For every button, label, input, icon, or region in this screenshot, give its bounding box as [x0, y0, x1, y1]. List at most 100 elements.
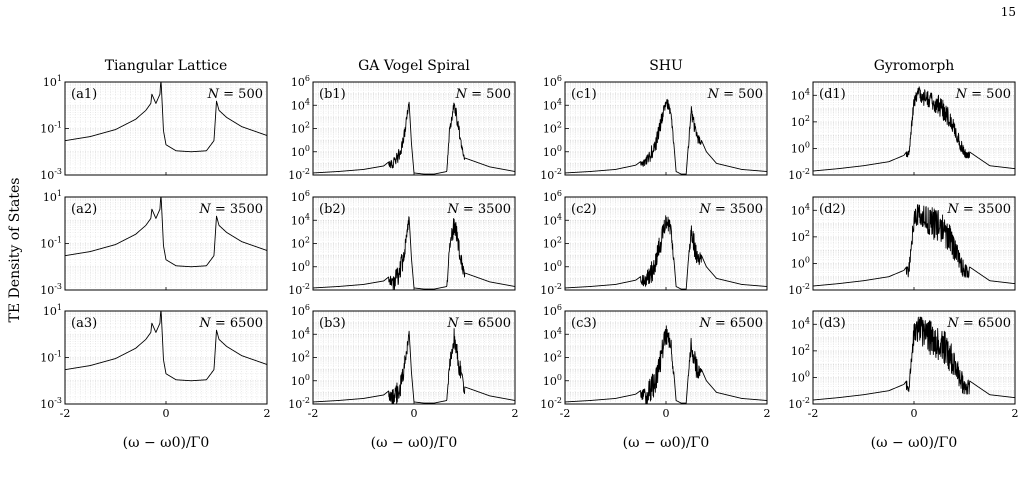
panel-b3-ytick-label: 106 — [291, 303, 310, 318]
panel-a3-ytick-label: 101 — [43, 303, 62, 318]
panel-b1-ytick-label: 102 — [291, 121, 310, 136]
x-tick-label-col4: -2 — [808, 407, 819, 420]
panel-b2-n-label: N = 3500 — [446, 202, 511, 217]
column-title-1: Tiangular Lattice — [105, 58, 228, 74]
y-axis-label: TE Density of States — [7, 178, 23, 323]
x-tick-label-col2: 2 — [512, 407, 519, 420]
panel-b3-ytick-label: 100 — [291, 373, 310, 388]
panel-a2-dos-curve — [64, 197, 268, 268]
panel-c3-ytick-label: 102 — [543, 350, 562, 365]
x-tick-label-col1: 0 — [163, 407, 170, 420]
panel-grids — [64, 82, 1016, 405]
panel-d1-dos-curve — [812, 86, 1016, 172]
panel-d2-dos-curve — [812, 204, 1016, 287]
panel-a3-n-label: N = 6500 — [198, 316, 263, 331]
panel-d1-ytick-label: 104 — [791, 87, 810, 102]
panel-c1-ytick-label: 102 — [543, 121, 562, 136]
panel-b1-n-label: N = 500 — [455, 87, 511, 102]
panel-c2-ytick-label: 10-2 — [540, 282, 562, 297]
panel-a2-label: (a2) — [71, 202, 97, 217]
panel-d1-ytick-label: 10-2 — [788, 167, 810, 182]
panel-a1-n-label: N = 500 — [207, 87, 263, 102]
panel-c2-ytick-label: 102 — [543, 236, 562, 251]
panel-a3-dos-curve — [64, 311, 268, 382]
panel-d3-ytick-label: 10-2 — [788, 396, 810, 411]
panel-a1-ytick-label: 10-1 — [40, 121, 62, 136]
x-tick-label-col4: 0 — [911, 407, 918, 420]
panel-b2-ytick-label: 104 — [291, 212, 310, 227]
panel-c2-dos-curve — [564, 215, 768, 290]
x-tick-label-col3: -2 — [560, 407, 571, 420]
panel-frames — [64, 81, 1016, 405]
x-axis-label-col2: (ω − ω0)/Γ0 — [371, 435, 458, 451]
panel-c2-n-label: N = 3500 — [698, 202, 763, 217]
panel-b3-ytick-label: 10-2 — [288, 396, 310, 411]
panel-b1-ytick-label: 10-2 — [288, 167, 310, 182]
panel-b3-n-label: N = 6500 — [446, 316, 511, 331]
panel-d1-n-label: N = 500 — [955, 87, 1011, 102]
panel-b2-ytick-label: 100 — [291, 259, 310, 274]
panel-b1-ytick-label: 104 — [291, 97, 310, 112]
panel-d2-ytick-label: 102 — [791, 229, 810, 244]
panel-d2-ytick-label: 104 — [791, 202, 810, 217]
panel-a1-label: (a1) — [71, 87, 97, 102]
panel-a2-ytick-label: 10-3 — [40, 282, 62, 297]
x-axis-label-col3: (ω − ω0)/Γ0 — [623, 435, 710, 451]
panel-d2-ytick-label: 100 — [791, 255, 810, 270]
column-title-4: Gyromorph — [874, 58, 955, 74]
panel-b2-label: (b2) — [319, 202, 346, 217]
x-tick-label-col3: 0 — [663, 407, 670, 420]
column-title-2: GA Vogel Spiral — [358, 58, 470, 74]
x-tick-label-col1: 2 — [264, 407, 271, 420]
panel-a3-ytick-label: 10-1 — [40, 350, 62, 365]
panel-a1-dos-curve — [64, 82, 268, 153]
panel-b1-ytick-label: 100 — [291, 144, 310, 159]
panel-d3-ytick-label: 102 — [791, 343, 810, 358]
panel-b2-ytick-label: 106 — [291, 189, 310, 204]
panel-d2-label: (d2) — [819, 202, 846, 217]
panel-c2-ytick-label: 100 — [543, 259, 562, 274]
x-tick-label-col2: -2 — [308, 407, 319, 420]
panel-c2-ytick-label: 104 — [543, 212, 562, 227]
x-axis-label-col1: (ω − ω0)/Γ0 — [123, 435, 210, 451]
panel-b3-ytick-label: 102 — [291, 350, 310, 365]
panel-d2-ytick-label: 10-2 — [788, 282, 810, 297]
panel-c1-ytick-label: 106 — [543, 74, 562, 89]
panel-c1-label: (c1) — [571, 87, 597, 102]
panel-a3-ytick-label: 10-3 — [40, 396, 62, 411]
panel-c3-ytick-label: 10-2 — [540, 396, 562, 411]
panel-c1-ytick-label: 104 — [543, 97, 562, 112]
panel-a2-ytick-label: 101 — [43, 189, 62, 204]
panel-d2-n-label: N = 3500 — [946, 202, 1011, 217]
x-tick-label-col3: 2 — [764, 407, 771, 420]
panel-c3-dos-curve — [564, 325, 768, 405]
panel-c2-label: (c2) — [571, 202, 597, 217]
panel-c1-dos-curve — [564, 98, 768, 175]
panel-b1-label: (b1) — [319, 87, 346, 102]
panel-d3-dos-curve — [812, 316, 1016, 401]
panel-d3-ytick-label: 100 — [791, 369, 810, 384]
panel-d3-ytick-label: 104 — [791, 316, 810, 331]
panel-d1-label: (d1) — [819, 87, 846, 102]
panel-d1-ytick-label: 100 — [791, 140, 810, 155]
panel-a3-label: (a3) — [71, 316, 97, 331]
column-title-3: SHU — [649, 58, 683, 74]
panel-c3-n-label: N = 6500 — [698, 316, 763, 331]
panel-c3-ytick-label: 100 — [543, 373, 562, 388]
panel-d3-label: (d3) — [819, 316, 846, 331]
x-tick-label-col1: -2 — [60, 407, 71, 420]
panel-c3-ytick-label: 106 — [543, 303, 562, 318]
panel-a1-ytick-label: 10-3 — [40, 167, 62, 182]
x-axis-label-col4: (ω − ω0)/Γ0 — [871, 435, 958, 451]
panel-b2-ytick-label: 102 — [291, 236, 310, 251]
panel-b1-ytick-label: 106 — [291, 74, 310, 89]
panel-c1-ytick-label: 10-2 — [540, 167, 562, 182]
panel-b3-label: (b3) — [319, 316, 346, 331]
panel-c1-ytick-label: 100 — [543, 144, 562, 159]
figure-labels: Tiangular Lattice 10-3 10-1 101 (a1) N = 500 1… — [7, 58, 1019, 451]
panel-d3-n-label: N = 6500 — [946, 316, 1011, 331]
panel-b2-ytick-label: 10-2 — [288, 282, 310, 297]
panel-c3-label: (c3) — [571, 316, 597, 331]
panel-d1-ytick-label: 102 — [791, 114, 810, 129]
